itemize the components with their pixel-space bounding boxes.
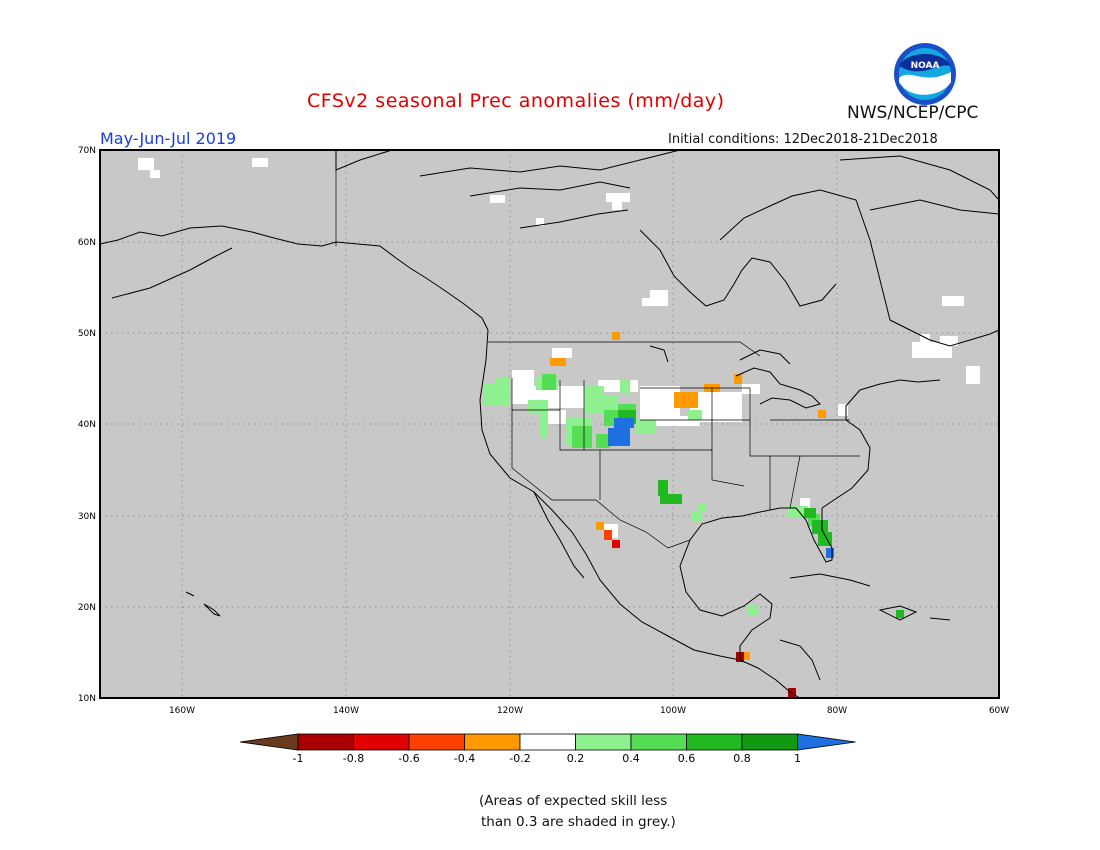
agency-label: NWS/NCEP/CPC <box>847 103 979 123</box>
skill-footnote: (Areas of expected skill less than 0.3 a… <box>479 791 676 833</box>
lon-label: 100W <box>660 706 686 716</box>
initial-conditions: Initial conditions: 12Dec2018-21Dec2018 <box>668 132 938 147</box>
footnote-line-2: than 0.3 are shaded in grey.) <box>481 814 676 830</box>
graticule <box>100 150 999 698</box>
legend-swatch <box>630 733 687 751</box>
legend-tick-label: 0.8 <box>733 752 751 765</box>
lat-label: 20N <box>78 603 96 613</box>
legend-swatch <box>741 733 798 751</box>
legend-swatch <box>519 733 576 751</box>
lat-labels: 70N 60N 50N 40N 30N 20N 10N <box>78 146 96 704</box>
legend-tick-label: -0.2 <box>509 752 530 765</box>
legend-swatch <box>353 733 410 751</box>
legend-swatch <box>575 733 632 751</box>
legend-tick-label: 0.6 <box>678 752 696 765</box>
map-title: CFSv2 seasonal Prec anomalies (mm/day) <box>307 90 725 112</box>
lat-label: 60N <box>78 238 96 248</box>
anomaly-shading <box>138 158 980 698</box>
lon-label: 140W <box>333 706 359 716</box>
legend-swatch <box>297 733 354 751</box>
lon-label: 80W <box>827 706 847 716</box>
legend-tick-label: -1 <box>293 752 304 765</box>
legend-arrow-low <box>239 733 299 751</box>
logo-text: NOAA <box>911 61 940 71</box>
legend-tick-label: -0.4 <box>454 752 475 765</box>
legend-swatch <box>464 733 521 751</box>
legend-arrow-high <box>797 733 856 751</box>
legend-tick-label: 1 <box>794 752 801 765</box>
lon-label: 60W <box>989 706 1009 716</box>
legend-tick-label: -0.6 <box>398 752 419 765</box>
lat-label: 10N <box>78 694 96 704</box>
lat-label: 40N <box>78 420 96 430</box>
political-boundaries <box>335 150 860 549</box>
lon-labels: 160W 140W 120W 100W 80W 60W <box>169 706 1009 716</box>
lat-label: 30N <box>78 512 96 522</box>
color-legend: -1 -0.8 -0.6 -0.4 -0.2 0.2 0.4 0.6 0.8 1 <box>239 733 856 765</box>
season-label: May-Jun-Jul 2019 <box>100 129 237 148</box>
noaa-logo: NOAA <box>894 43 956 105</box>
legend-swatch <box>408 733 465 751</box>
lon-label: 120W <box>497 706 523 716</box>
legend-tick-label: 0.2 <box>567 752 585 765</box>
legend-swatch <box>686 733 743 751</box>
lon-label: 160W <box>169 706 195 716</box>
legend-tick-label: 0.4 <box>622 752 640 765</box>
coastlines <box>99 149 1000 699</box>
lat-label: 50N <box>78 329 96 339</box>
lat-label: 70N <box>78 146 96 156</box>
footnote-line-1: (Areas of expected skill less <box>479 793 668 809</box>
legend-tick-label: -0.8 <box>343 752 364 765</box>
map-frame <box>99 149 1000 699</box>
